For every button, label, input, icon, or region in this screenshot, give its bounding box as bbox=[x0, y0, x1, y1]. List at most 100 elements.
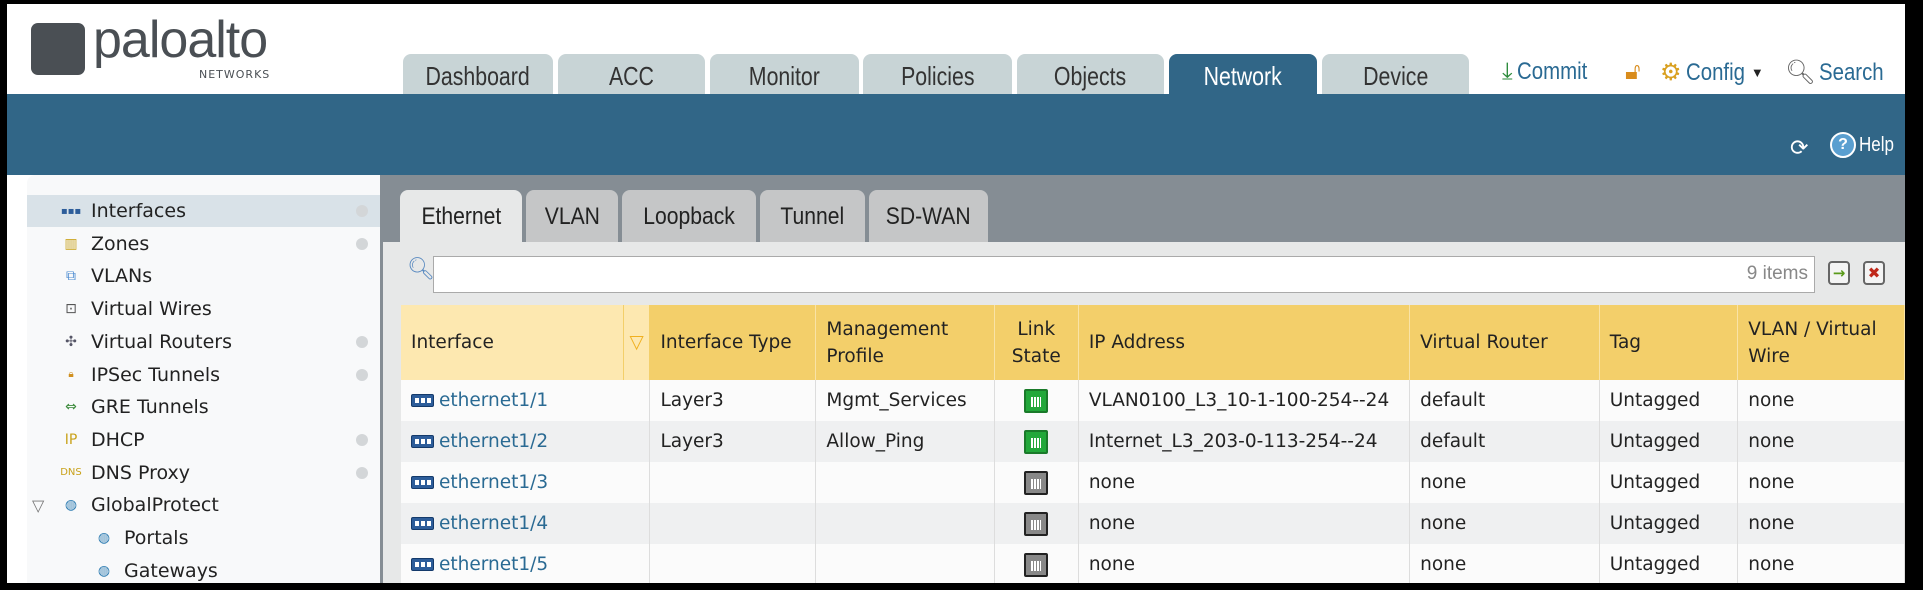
tab-dashboard[interactable]: Dashboard bbox=[403, 54, 553, 94]
interface-type-cell: Layer3 bbox=[649, 380, 817, 421]
filter-input-box[interactable]: 9 items bbox=[433, 256, 1815, 293]
status-dot bbox=[356, 237, 368, 250]
tab-monitor[interactable]: Monitor bbox=[710, 54, 859, 94]
column-header-ip-address[interactable]: IP Address bbox=[1078, 305, 1411, 380]
subtab-label: Ethernet bbox=[421, 203, 501, 230]
subtab-vlan[interactable]: VLAN bbox=[526, 190, 618, 242]
filter-search-icon: 🔍︎ bbox=[407, 257, 435, 282]
blue-band: ⟳ ? Help bbox=[7, 94, 1905, 175]
sidebar-item-virtual-routers[interactable]: ✣ Virtual Routers bbox=[27, 326, 380, 358]
lock-icon: 🔓︎ bbox=[1625, 58, 1641, 85]
apply-filter-button[interactable]: → bbox=[1828, 261, 1850, 285]
main-panel: Ethernet VLAN Loopback Tunnel SD-WAN 🔍︎ 9 it… bbox=[380, 175, 1905, 583]
interface-link[interactable]: ethernet1/5 bbox=[439, 553, 549, 575]
sidebar-item-label: DHCP bbox=[91, 428, 145, 451]
app-window: paloalto NETWORKS Dashboard ACC Monitor Pol… bbox=[7, 4, 1905, 583]
interface-link[interactable]: ethernet1/1 bbox=[439, 389, 549, 411]
column-header-interface[interactable]: Interface bbox=[401, 305, 624, 380]
sidebar-item-vlans[interactable]: ⧉ VLANs bbox=[27, 260, 380, 292]
column-header-virtual-router[interactable]: Virtual Router bbox=[1409, 305, 1600, 380]
tab-network[interactable]: Network bbox=[1169, 54, 1317, 94]
commit-button[interactable]: ⤓ Commit bbox=[1502, 58, 1599, 86]
sidebar-item-gateways[interactable]: ◍ Gateways bbox=[27, 555, 380, 583]
sidebar-item-virtual-wires[interactable]: ⊡ Virtual Wires bbox=[27, 293, 380, 325]
clear-filter-button[interactable]: ✖ bbox=[1863, 261, 1885, 285]
help-label: Help bbox=[1859, 133, 1894, 156]
sidebar-item-interfaces[interactable]: ▪▪▪ Interfaces bbox=[27, 195, 380, 227]
table-row[interactable]: ethernet1/5 none none Untagged none bbox=[401, 544, 1905, 583]
vlan-cell: none bbox=[1737, 503, 1905, 544]
subtab-loopback[interactable]: Loopback bbox=[622, 190, 756, 242]
sort-column-button[interactable]: ▽ bbox=[623, 305, 651, 380]
column-header-vlan-virtual-wire[interactable]: VLAN / Virtual Wire bbox=[1737, 305, 1905, 380]
column-label: IP Address bbox=[1088, 332, 1185, 353]
column-header-link-state[interactable]: Link State bbox=[994, 305, 1079, 380]
lock-button[interactable]: 🔓︎ bbox=[1625, 58, 1641, 86]
tag-cell: Untagged bbox=[1599, 462, 1739, 503]
portals-icon: ◍ bbox=[97, 530, 111, 546]
interface-link[interactable]: ethernet1/3 bbox=[439, 471, 549, 493]
tab-label: Monitor bbox=[748, 61, 821, 91]
help-icon: ? bbox=[1830, 132, 1856, 158]
column-header-interface-type[interactable]: Interface Type bbox=[649, 305, 817, 380]
sidebar-item-ipsec-tunnels[interactable]: 🔒︎ IPSec Tunnels bbox=[27, 359, 380, 391]
tab-label: ACC bbox=[608, 61, 655, 91]
tab-objects[interactable]: Objects bbox=[1017, 54, 1164, 94]
ip-address-cell: VLAN0100_L3_10-1-100-254--24 bbox=[1078, 380, 1411, 421]
table-row[interactable]: ethernet1/2 Layer3 Allow_Ping Internet_L3_2… bbox=[401, 421, 1905, 462]
virtual-router-cell: none bbox=[1409, 544, 1600, 583]
refresh-icon[interactable]: ⟳ bbox=[1790, 136, 1809, 161]
interface-cell: ethernet1/4 bbox=[401, 503, 651, 544]
status-dot bbox=[356, 433, 368, 446]
sidebar-item-gre-tunnels[interactable]: ⇔ GRE Tunnels bbox=[27, 391, 380, 423]
sidebar-item-label: GlobalProtect bbox=[91, 494, 219, 517]
sidebar-item-zones[interactable]: ▥ Zones bbox=[27, 228, 380, 260]
ip-address-cell: none bbox=[1078, 503, 1411, 544]
column-header-management-profile[interactable]: Management Profile bbox=[815, 305, 995, 380]
interface-link[interactable]: ethernet1/2 bbox=[439, 430, 549, 452]
subtab-sd-wan[interactable]: SD-WAN bbox=[869, 190, 988, 242]
vlan-cell: none bbox=[1737, 380, 1905, 421]
chevron-down-icon: ▼ bbox=[1750, 65, 1764, 80]
vlan-cell: none bbox=[1737, 544, 1905, 583]
subtab-tunnel[interactable]: Tunnel bbox=[760, 190, 865, 242]
search-button[interactable]: 🔍︎ Search bbox=[1785, 58, 1896, 87]
virtual-routers-icon: ✣ bbox=[65, 333, 77, 350]
status-dot bbox=[356, 335, 368, 348]
table-row[interactable]: ethernet1/1 Layer3 Mgmt_Services VLAN0100_L… bbox=[401, 380, 1905, 421]
sidebar-item-globalprotect[interactable]: ▽ ◍ GlobalProtect bbox=[27, 489, 380, 521]
sidebar-item-label: Virtual Wires bbox=[91, 298, 212, 321]
column-label: Tag bbox=[1609, 332, 1642, 353]
gre-tunnels-icon: ⇔ bbox=[65, 399, 77, 416]
table-row[interactable]: ethernet1/4 none none Untagged none bbox=[401, 503, 1905, 544]
vlan-cell: none bbox=[1737, 421, 1905, 462]
tab-label: Dashboard bbox=[425, 61, 531, 91]
sidebar-item-label: DNS Proxy bbox=[91, 461, 190, 484]
filter-input[interactable] bbox=[434, 257, 1734, 292]
interface-link[interactable]: ethernet1/4 bbox=[439, 512, 549, 534]
ethernet-port-icon bbox=[411, 517, 434, 530]
help-button[interactable]: ? Help bbox=[1830, 132, 1900, 158]
virtual-router-cell: none bbox=[1409, 503, 1600, 544]
tab-device[interactable]: Device bbox=[1322, 54, 1469, 94]
column-label: Link State bbox=[1011, 318, 1061, 367]
tab-acc[interactable]: ACC bbox=[558, 54, 705, 94]
link-state-cell bbox=[994, 544, 1079, 583]
column-header-tag[interactable]: Tag bbox=[1599, 305, 1739, 380]
sidebar-item-dns-proxy[interactable]: DNS DNS Proxy bbox=[27, 457, 380, 489]
gateways-icon: ◍ bbox=[97, 562, 111, 579]
expand-triangle-icon[interactable]: ▽ bbox=[32, 495, 45, 515]
interface-cell: ethernet1/3 bbox=[401, 462, 651, 503]
search-icon: 🔍︎ bbox=[1785, 59, 1816, 86]
interface-cell: ethernet1/2 bbox=[401, 421, 651, 462]
tag-cell: Untagged bbox=[1599, 544, 1739, 583]
sidebar-item-portals[interactable]: ◍ Portals bbox=[27, 522, 380, 554]
table-row[interactable]: ethernet1/3 none none Untagged none bbox=[401, 462, 1905, 503]
config-menu[interactable]: ⚙ Config ▼ bbox=[1660, 58, 1764, 87]
column-label: Interface bbox=[411, 332, 494, 353]
ethernet-port-icon bbox=[411, 394, 434, 407]
subtab-label: VLAN bbox=[544, 203, 600, 230]
subtab-ethernet[interactable]: Ethernet bbox=[400, 190, 522, 242]
sidebar-item-dhcp[interactable]: IP DHCP bbox=[27, 424, 380, 456]
tab-policies[interactable]: Policies bbox=[863, 54, 1012, 94]
